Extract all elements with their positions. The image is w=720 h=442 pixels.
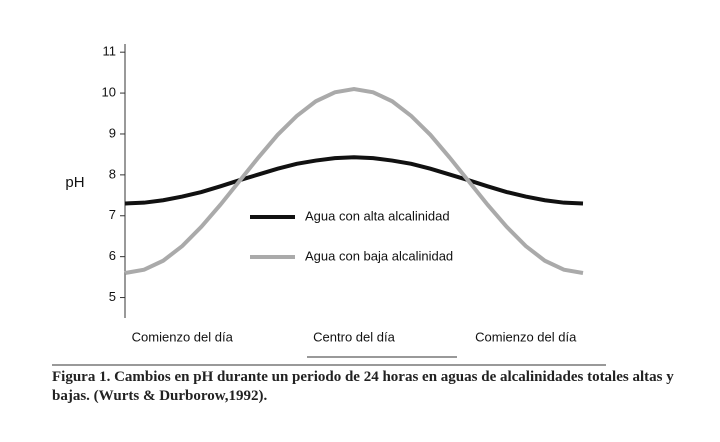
y-tick-label: 6 — [109, 248, 116, 263]
y-tick-label: 9 — [109, 125, 116, 140]
series-line — [124, 155, 584, 206]
y-tick-label: 5 — [109, 289, 116, 304]
legend-label: Agua con alta alcalinidad — [305, 208, 450, 223]
y-tick-label: 8 — [109, 166, 116, 181]
y-tick-label: 7 — [109, 207, 116, 222]
y-tick-label: 10 — [102, 85, 116, 100]
y-axis-label: pH — [65, 174, 84, 191]
x-tick-label: Centro del día — [313, 329, 395, 344]
series-line — [124, 86, 584, 275]
x-tick-label: Comienzo del día — [132, 329, 234, 344]
x-tick-label: Comienzo del día — [475, 329, 577, 344]
caption: Figura 1. Cambios en pH durante un perio… — [52, 369, 674, 404]
legend-label: Agua con baja alcalinidad — [305, 248, 453, 263]
y-tick-label: 11 — [103, 44, 117, 59]
